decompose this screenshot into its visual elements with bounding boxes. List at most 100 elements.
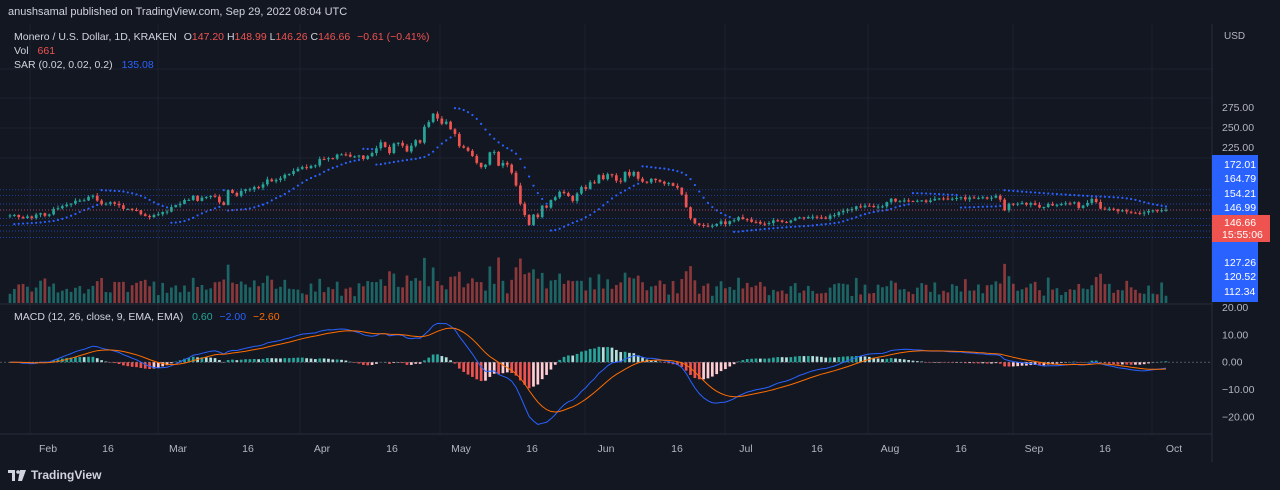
sar-dot [1073, 194, 1076, 197]
candle-body [314, 165, 317, 167]
macd-label: MACD (12, 26, close, 9, EMA, EMA) [14, 311, 184, 323]
chart-frame[interactable]: USD 275.00 250.00 225.00 172.01 164.79 154.21 1… [0, 24, 1280, 462]
volume-bar [824, 292, 828, 303]
sar-dot [410, 158, 413, 161]
macd-hist-bar [436, 354, 439, 363]
volume-bar [667, 294, 671, 303]
volume-bar [1099, 273, 1102, 303]
candle-body [436, 113, 439, 119]
volume-bar [658, 280, 662, 303]
candle-body [929, 200, 932, 202]
sar-dot [61, 217, 64, 220]
volume-bar [990, 284, 993, 303]
macd-legend[interactable]: MACD (12, 26, close, 9, EMA, EMA) 0.60 −… [14, 311, 280, 323]
candle-body [213, 195, 217, 197]
volume-bar [409, 280, 413, 303]
candle-body [1147, 211, 1150, 213]
macd-tick: 0.00 [1222, 357, 1243, 369]
vol-legend[interactable]: Vol 661 [14, 45, 55, 57]
sar-legend[interactable]: SAR (0.02, 0.02, 0.2) 135.08 [14, 59, 154, 71]
tradingview-logo[interactable]: TradingView [8, 468, 101, 482]
volume-bar [562, 283, 566, 303]
macd-hist-bar [148, 362, 151, 370]
sar-dot [549, 229, 553, 232]
macd-hist-bar [745, 359, 749, 363]
candle-body [1116, 209, 1120, 212]
volume-bar [636, 275, 640, 303]
sar-dot [427, 153, 430, 156]
macd-hist-value: 0.60 [192, 311, 213, 323]
macd-hist-bar [405, 362, 409, 365]
macd-hist-bar [82, 357, 86, 363]
candle-body [977, 198, 980, 200]
volume-bar [501, 280, 505, 303]
sar-dot [619, 191, 622, 194]
candle-body [902, 200, 906, 202]
candle-body [850, 209, 854, 211]
volume-bar [300, 293, 304, 303]
candle-body [597, 175, 601, 184]
macd-hist-bar [431, 354, 435, 363]
sar-dot [637, 182, 640, 185]
sar-dot [942, 193, 945, 196]
time-label: Feb [39, 443, 57, 455]
macd-hist-bar [615, 349, 618, 363]
macd-hist-bar [222, 361, 226, 363]
sar-dot [135, 193, 138, 196]
sar-dot [48, 220, 51, 223]
candle-body [955, 198, 958, 200]
volume-bar [1003, 263, 1006, 303]
candle-body [846, 209, 849, 211]
vol-value: 661 [37, 45, 56, 57]
candle-body [322, 159, 326, 161]
volume-bar [540, 272, 544, 303]
sar-dot [514, 152, 518, 155]
symbol-legend[interactable]: Monero / U.S. Dollar, 1D, KRAKEN O147.20… [14, 31, 430, 43]
macd-hist-bar [990, 362, 993, 364]
macd-hist-bar [266, 358, 269, 363]
sar-dot [327, 168, 330, 171]
volume-bar [1042, 295, 1046, 303]
price-level-badge: 120.52 [1224, 271, 1256, 283]
sar-dot [1095, 195, 1098, 198]
volume-bar [340, 295, 343, 303]
ohlc-change: −0.61 (−0.41%) [357, 31, 430, 43]
macd-hist-bar [462, 362, 466, 372]
volume-bar [741, 288, 745, 303]
volume-bar [148, 286, 151, 303]
candle-body [811, 216, 815, 218]
sar-dot [466, 110, 470, 114]
macd-hist-bar [571, 355, 575, 363]
volume-bar [549, 280, 553, 303]
volume-bar [1046, 277, 1050, 303]
sar-dot [423, 155, 426, 159]
candle-body [418, 140, 422, 143]
candle-body [920, 200, 924, 202]
candle-body [789, 220, 793, 223]
time-label: 16 [242, 443, 254, 455]
candle-body [148, 215, 151, 218]
sar-dot [362, 147, 365, 150]
horizontal-levels [0, 189, 1212, 238]
candle-body [667, 183, 671, 185]
macd-hist-bar [65, 357, 69, 363]
sar-dot [493, 137, 496, 140]
chart-svg[interactable]: USD 275.00 250.00 225.00 172.01 164.79 154.21 1… [0, 24, 1280, 462]
macd-hist-bar [74, 356, 77, 363]
volume-bar [977, 284, 980, 303]
macd-hist-bar [776, 357, 780, 363]
volume-bar [946, 292, 950, 303]
sar-dot [510, 149, 513, 152]
volume-bar [156, 295, 160, 303]
sar-dot [65, 216, 68, 219]
sar-dot [213, 207, 217, 210]
candle-body [898, 200, 902, 202]
volume-bar [985, 285, 989, 303]
macd-hist-bar [920, 361, 924, 363]
macd-hist-bar [497, 362, 500, 375]
candle-body [200, 197, 204, 201]
candle-body [1099, 202, 1102, 209]
sar-dot [597, 208, 601, 211]
macd-hist-bar [527, 362, 531, 389]
candle-body [261, 184, 265, 188]
